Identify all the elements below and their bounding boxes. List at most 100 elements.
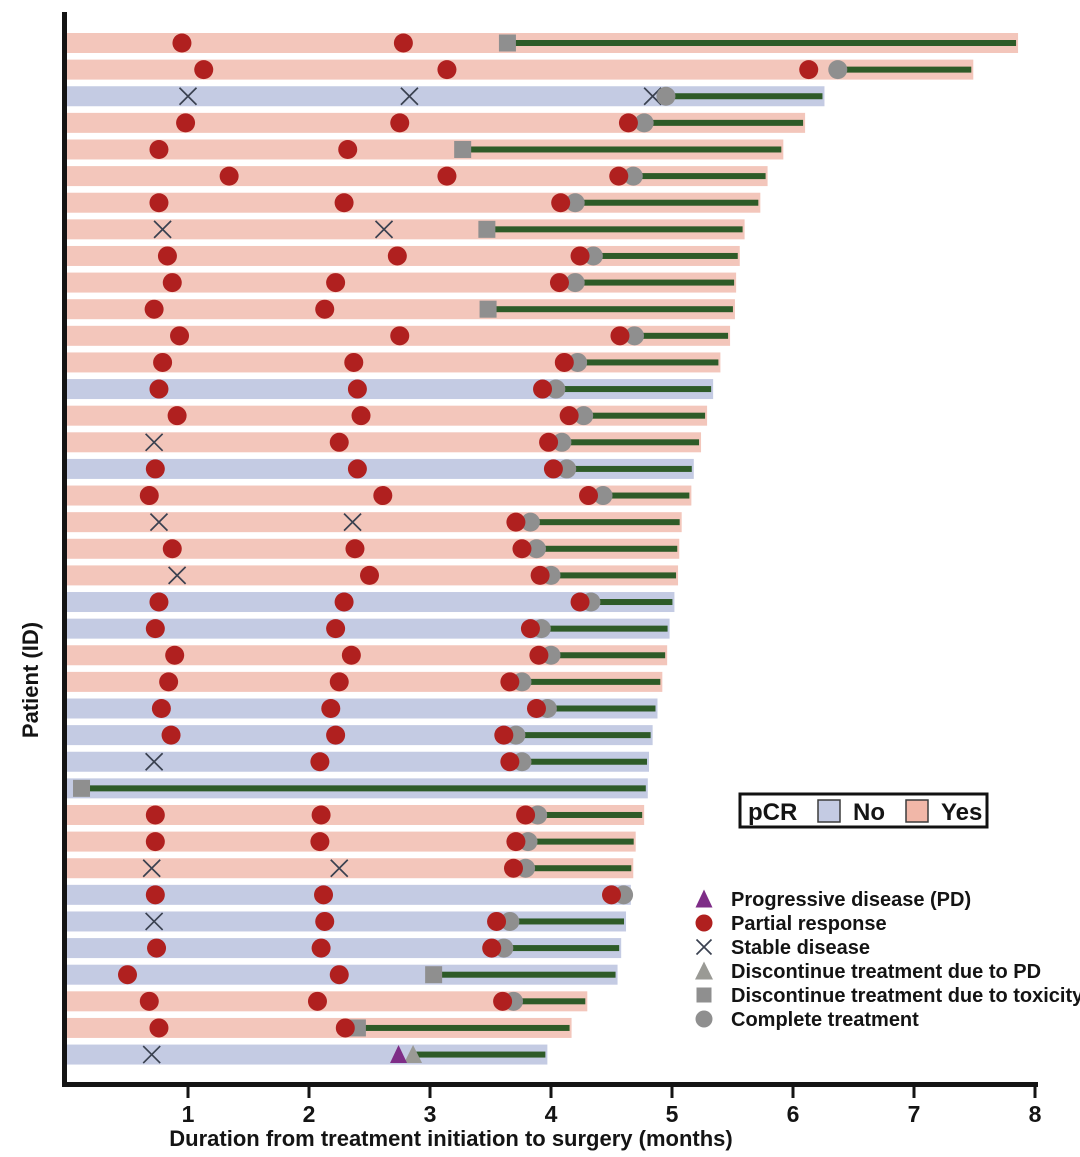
patient-row bbox=[67, 831, 636, 852]
partial-response-marker bbox=[311, 805, 331, 825]
partial-response-marker bbox=[347, 459, 367, 479]
patient-row bbox=[67, 139, 784, 160]
patient-row bbox=[67, 1044, 548, 1065]
partial-response-marker bbox=[530, 565, 550, 585]
partial-response-marker bbox=[149, 193, 169, 213]
partial-response-marker bbox=[799, 60, 819, 80]
complete-treatment-marker bbox=[656, 86, 676, 106]
partial-response-marker bbox=[219, 166, 239, 186]
patient-bar bbox=[67, 592, 675, 613]
treatment-duration-line bbox=[488, 306, 733, 313]
partial-response-marker bbox=[145, 619, 165, 639]
treatment-duration-line bbox=[634, 332, 729, 339]
complete-treatment-marker bbox=[565, 193, 585, 213]
patient-row bbox=[67, 219, 745, 240]
patient-row bbox=[67, 59, 974, 80]
patient-bar bbox=[67, 911, 627, 932]
treatment-duration-line bbox=[462, 146, 782, 153]
x-tick bbox=[549, 1087, 553, 1098]
complete-treatment-marker bbox=[565, 273, 585, 293]
treatment-duration-line bbox=[633, 173, 766, 180]
patient-row bbox=[67, 432, 702, 453]
pcr-legend-box bbox=[738, 792, 989, 829]
partial-response-marker bbox=[393, 33, 413, 53]
partial-response-marker bbox=[533, 379, 553, 399]
treatment-duration-line bbox=[413, 1051, 546, 1058]
x-tick bbox=[912, 1087, 916, 1098]
partial-response-marker bbox=[159, 672, 179, 692]
stable-disease-marker bbox=[343, 513, 362, 532]
partial-response-marker bbox=[167, 406, 187, 426]
partial-response-marker bbox=[602, 885, 621, 905]
treatment-duration-line bbox=[583, 412, 706, 419]
treatment-duration-line bbox=[551, 652, 666, 659]
partial-response-marker bbox=[149, 139, 169, 159]
patient-bar bbox=[67, 405, 708, 426]
treatment-duration-line bbox=[537, 811, 643, 818]
partial-response-marker bbox=[334, 193, 354, 213]
patient-bar bbox=[67, 59, 974, 80]
patient-row bbox=[67, 352, 721, 373]
marker-legend-label: Progressive disease (PD) bbox=[731, 889, 971, 911]
x-tick bbox=[1033, 1087, 1037, 1098]
stable-disease-marker bbox=[145, 912, 164, 931]
patient-row bbox=[67, 538, 680, 559]
patient-row bbox=[67, 592, 675, 613]
stable-disease-marker bbox=[149, 513, 169, 532]
patient-row bbox=[67, 405, 708, 426]
stable-disease-marker bbox=[168, 566, 187, 585]
patient-row bbox=[67, 911, 627, 932]
marker-legend-item: Progressive disease (PD) bbox=[695, 889, 971, 911]
partial-response-marker bbox=[334, 592, 354, 612]
partial-response-marker bbox=[516, 805, 536, 825]
treatment-duration-line bbox=[555, 386, 712, 393]
treatment-duration-line bbox=[515, 732, 651, 739]
discontinue-toxicity-marker bbox=[73, 779, 91, 797]
treatment-duration-line bbox=[528, 838, 634, 845]
patient-row bbox=[67, 166, 768, 187]
partial-response-marker bbox=[145, 832, 165, 852]
patient-row bbox=[67, 698, 658, 719]
complete-treatment-marker bbox=[574, 406, 594, 426]
patient-bar bbox=[67, 804, 645, 825]
progressive-disease-marker bbox=[390, 1045, 408, 1064]
x-tick-label: 1 bbox=[182, 1101, 195, 1127]
partial-response-marker bbox=[373, 486, 393, 506]
treatment-duration-line bbox=[590, 599, 673, 606]
marker-legend-label: Partial response bbox=[731, 913, 887, 935]
patient-rows bbox=[67, 33, 1019, 1065]
marker-legend: Progressive disease (PD)Partial response… bbox=[695, 889, 1080, 1031]
partial-response-marker bbox=[529, 645, 549, 665]
pcr-legend-title: pCR bbox=[748, 799, 797, 826]
marker-legend-label: Discontinue treatment due to toxicity bbox=[731, 985, 1080, 1007]
patient-row bbox=[67, 804, 645, 825]
patient-row bbox=[67, 33, 1019, 53]
partial-response-marker bbox=[145, 885, 165, 905]
partial-response-marker bbox=[314, 885, 334, 905]
partial-response-marker bbox=[151, 699, 171, 718]
partial-response-marker bbox=[570, 592, 590, 612]
partial-response-marker bbox=[139, 991, 159, 1011]
partial-response-marker bbox=[149, 592, 169, 612]
marker-legend-label: Discontinue treatment due to PD bbox=[731, 961, 1041, 983]
partial-response-marker bbox=[139, 486, 159, 506]
x-tick bbox=[186, 1087, 190, 1098]
stable-disease-marker bbox=[400, 87, 419, 106]
patient-bar bbox=[67, 166, 768, 187]
partial-response-marker bbox=[172, 33, 192, 53]
partial-response-marker bbox=[326, 273, 346, 293]
treatment-duration-line bbox=[521, 678, 661, 685]
patient-bar bbox=[67, 192, 761, 213]
stable-disease-marker bbox=[145, 433, 164, 452]
patient-row bbox=[67, 112, 806, 133]
x-tick-label: 3 bbox=[424, 1101, 437, 1127]
treatment-duration-line bbox=[525, 865, 632, 872]
patient-bar bbox=[67, 698, 658, 719]
marker-legend-item: Stable disease bbox=[695, 937, 870, 959]
patient-row bbox=[67, 325, 731, 346]
patient-row bbox=[67, 778, 648, 799]
treatment-duration-line bbox=[837, 66, 972, 73]
stable-disease-marker bbox=[643, 87, 662, 106]
treatment-duration-line bbox=[644, 119, 804, 126]
x-tick bbox=[670, 1087, 674, 1098]
